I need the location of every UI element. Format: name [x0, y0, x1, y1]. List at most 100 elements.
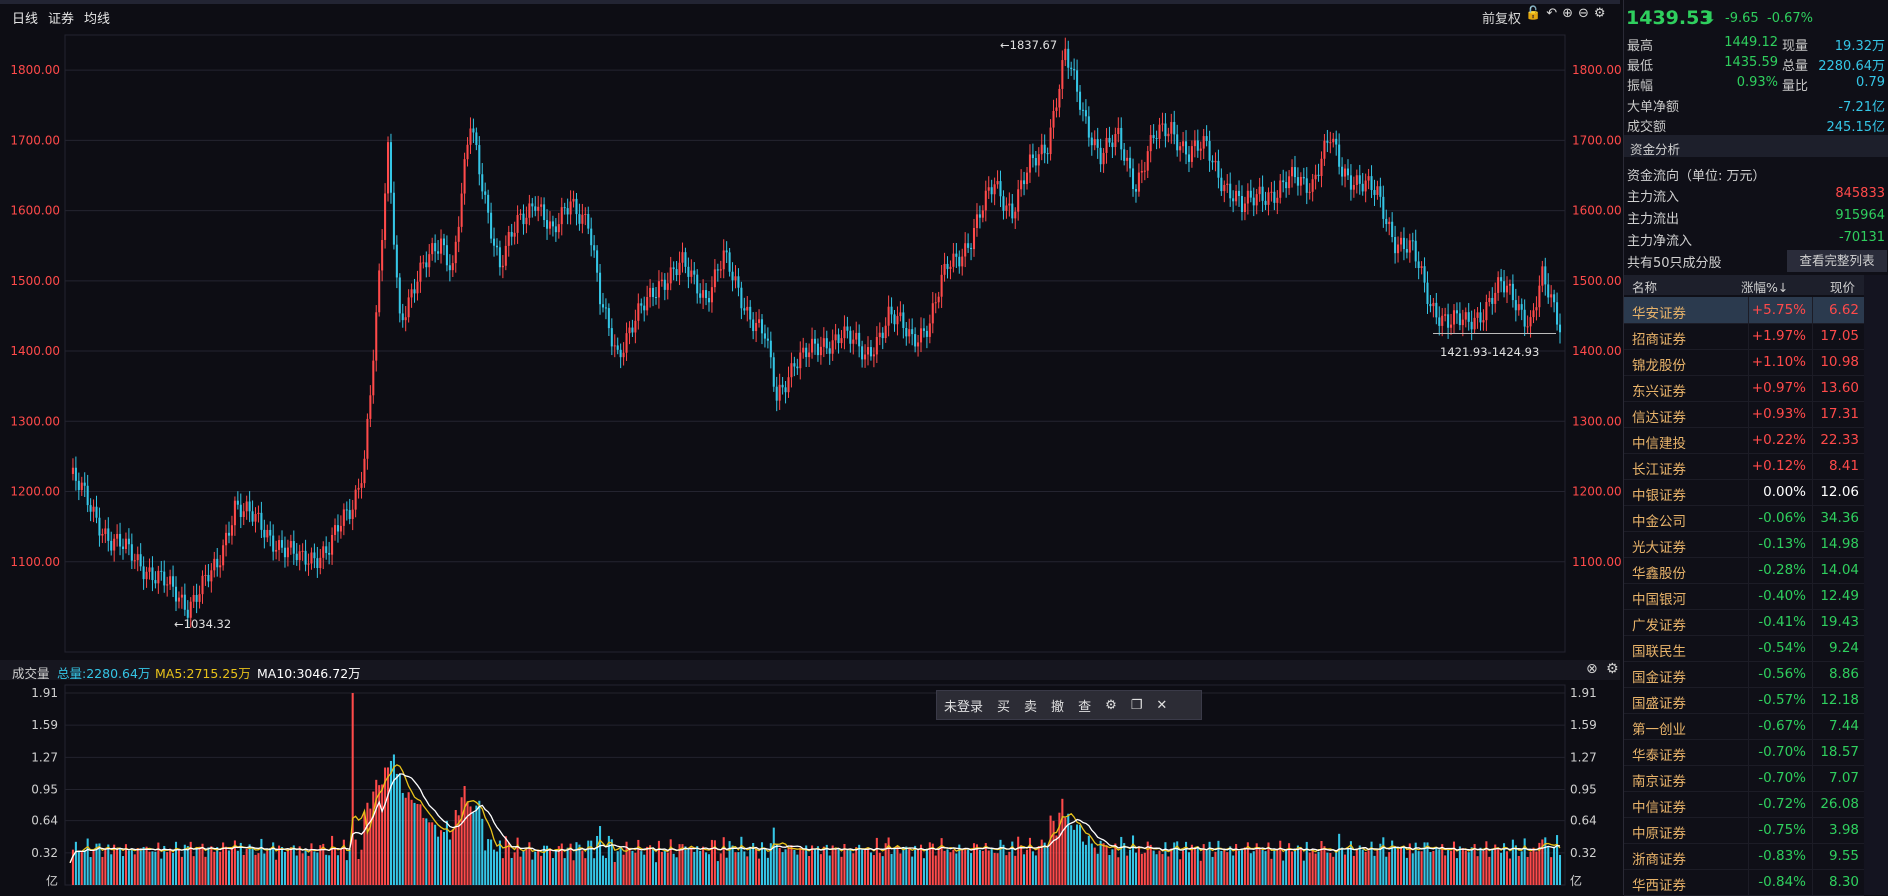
- candle-body: [1511, 283, 1514, 301]
- zoom-out-icon[interactable]: ⊖: [1578, 6, 1589, 21]
- lock-icon[interactable]: 🔓: [1525, 6, 1542, 21]
- stock-row[interactable]: 国盛证券 -0.57% 12.18: [1624, 687, 1864, 714]
- candle-body: [1326, 140, 1329, 143]
- stock-row[interactable]: 中国银河 -0.40% 12.49: [1624, 583, 1864, 610]
- tab-daily[interactable]: 日线: [12, 12, 39, 27]
- candle-body: [1134, 189, 1137, 192]
- candle-body: [124, 538, 127, 549]
- query-button[interactable]: 查: [1078, 699, 1092, 715]
- col-price[interactable]: 现价: [1830, 280, 1856, 295]
- candle-body: [537, 206, 540, 211]
- stock-row[interactable]: 第一创业 -0.67% 7.44: [1624, 713, 1864, 740]
- window-icon[interactable]: ❐: [1130, 697, 1143, 713]
- stock-row[interactable]: 广发证券 -0.41% 19.43: [1624, 609, 1864, 636]
- candle-body: [1055, 107, 1058, 111]
- login-status[interactable]: 未登录: [944, 699, 984, 715]
- candle-body: [1214, 160, 1217, 163]
- stock-row[interactable]: 中原证券 -0.75% 3.98: [1624, 817, 1864, 844]
- full-list-button[interactable]: 查看完整列表: [1787, 250, 1887, 272]
- scrollbar[interactable]: [1864, 275, 1888, 895]
- candle-body: [236, 500, 239, 505]
- candle-body: [333, 525, 337, 535]
- column-divider: [1812, 505, 1813, 531]
- tab-sector[interactable]: 证券: [48, 12, 75, 27]
- candle-body: [1402, 237, 1405, 249]
- stock-row[interactable]: 华鑫股份 -0.28% 14.04: [1624, 557, 1864, 584]
- stock-row[interactable]: 国联民生 -0.54% 9.24: [1624, 635, 1864, 662]
- volume-bar: [1067, 813, 1070, 885]
- volume-bar: [1214, 851, 1217, 885]
- volume-bar: [192, 856, 195, 885]
- candle-body: [357, 487, 360, 490]
- stock-row[interactable]: 长江证券 +0.12% 8.41: [1624, 453, 1864, 480]
- volume-bar: [401, 792, 404, 885]
- col-change-pct[interactable]: 涨幅%↓: [1741, 280, 1789, 295]
- volume-bar: [878, 852, 881, 885]
- kline-chart[interactable]: 1800.00 1800.00 1700.00 1700.00 1600.00 1600.…: [0, 0, 1623, 895]
- volume-bar: [1426, 842, 1429, 885]
- candle-body: [392, 192, 395, 245]
- stock-row[interactable]: 信达证券 +0.93% 17.31: [1624, 401, 1864, 428]
- candle-body: [846, 326, 849, 331]
- volume-bar: [407, 792, 410, 885]
- zoom-in-icon[interactable]: ⊕: [1562, 6, 1573, 21]
- column-divider: [1748, 661, 1749, 687]
- candle-body: [1338, 144, 1341, 167]
- volume-bar: [172, 853, 175, 885]
- volume-bar: [1429, 852, 1432, 885]
- volume-bar: [313, 851, 316, 885]
- restore-selector[interactable]: 前复权: [1482, 12, 1522, 27]
- stock-row[interactable]: 中金公司 -0.06% 34.36: [1624, 505, 1864, 532]
- settings-icon[interactable]: ⚙: [1606, 661, 1619, 677]
- cancel-button[interactable]: 撤: [1051, 699, 1065, 715]
- stock-row[interactable]: 招商证券 +1.97% 17.05: [1624, 323, 1864, 350]
- volume-bar: [1541, 839, 1544, 885]
- stock-row[interactable]: 中信建投 +0.22% 22.33: [1624, 427, 1864, 454]
- stock-price: 18.57: [1820, 744, 1859, 760]
- stock-row[interactable]: 国金证券 -0.56% 8.86: [1624, 661, 1864, 688]
- volume-bar: [1358, 845, 1361, 885]
- stock-row[interactable]: 东兴证券 +0.97% 13.60: [1624, 375, 1864, 402]
- volume-bar: [796, 854, 799, 885]
- column-divider: [1748, 297, 1749, 323]
- candle-body: [693, 270, 696, 275]
- stock-row[interactable]: 中银证券 0.00% 12.06: [1624, 479, 1864, 506]
- candle-body: [560, 207, 563, 225]
- undo-icon[interactable]: ↶: [1546, 6, 1558, 21]
- candle-body: [949, 266, 952, 269]
- close-icon[interactable]: ✕: [1156, 697, 1168, 713]
- tab-ma[interactable]: 均线: [84, 12, 111, 27]
- candle-body: [119, 533, 122, 547]
- sell-button[interactable]: 卖: [1024, 699, 1038, 715]
- volume-bar: [1467, 852, 1470, 885]
- stock-row[interactable]: 浙商证券 -0.83% 9.55: [1624, 843, 1864, 870]
- stock-row[interactable]: 光大证券 -0.13% 14.98: [1624, 531, 1864, 558]
- stock-row[interactable]: 南京证券 -0.70% 7.07: [1624, 765, 1864, 792]
- stock-row[interactable]: 华安证券 +5.75% 6.62: [1624, 297, 1864, 324]
- candle-body: [975, 214, 978, 229]
- buy-button[interactable]: 买: [997, 699, 1011, 715]
- candle-body: [269, 529, 272, 536]
- volume-bar: [1043, 842, 1046, 885]
- settings-icon[interactable]: ⚙: [1593, 6, 1606, 21]
- volume-bar: [625, 841, 628, 885]
- stock-row[interactable]: 中信证券 -0.72% 26.08: [1624, 791, 1864, 818]
- candle-body: [110, 540, 113, 551]
- volume-bar: [813, 848, 817, 885]
- candle-body: [999, 181, 1002, 197]
- candle-body: [121, 546, 125, 549]
- close-icon[interactable]: ⊗: [1586, 661, 1598, 677]
- volume-bar: [672, 853, 675, 885]
- col-name[interactable]: 名称: [1632, 280, 1658, 295]
- stock-row[interactable]: 锦龙股份 +1.10% 10.98: [1624, 349, 1864, 376]
- fund-row-label: 主力流入: [1627, 190, 1680, 205]
- candle-body: [1500, 277, 1503, 282]
- stock-row[interactable]: 华西证券 -0.84% 8.30: [1624, 869, 1864, 896]
- volume-bar: [121, 856, 125, 885]
- gear-icon[interactable]: ⚙: [1105, 697, 1117, 713]
- candle-body: [216, 558, 219, 568]
- candle-body: [649, 287, 652, 298]
- candle-body: [1467, 312, 1470, 322]
- stock-row[interactable]: 华泰证券 -0.70% 18.57: [1624, 739, 1864, 766]
- fund-row-value: 915964: [1835, 208, 1885, 223]
